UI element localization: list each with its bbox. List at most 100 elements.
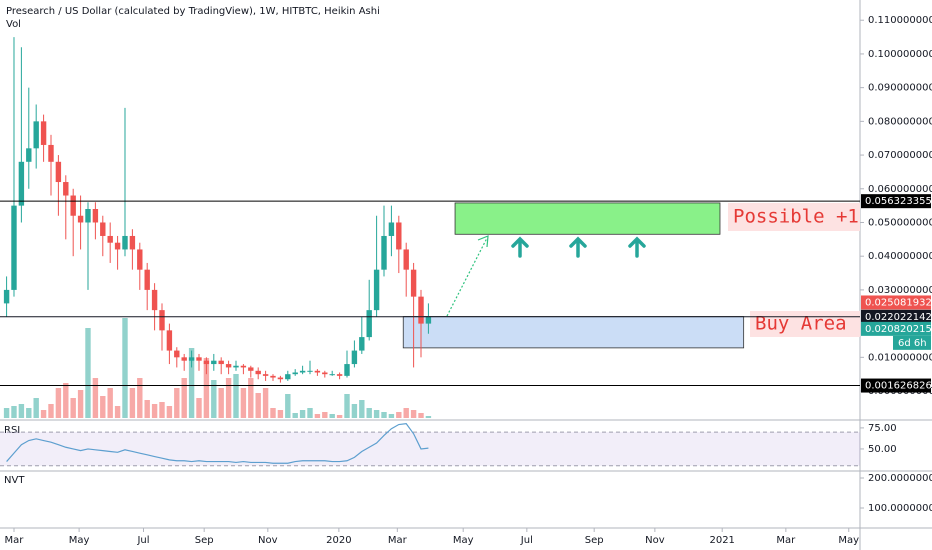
candle-body bbox=[203, 360, 210, 365]
volume-bar bbox=[314, 414, 321, 418]
candle-body bbox=[403, 249, 409, 270]
volume-bar bbox=[396, 412, 402, 418]
annotation-background bbox=[728, 203, 860, 231]
x-tick-label: 2020 bbox=[326, 535, 351, 546]
candle-body bbox=[418, 296, 424, 324]
volume-bar bbox=[181, 378, 187, 418]
volume-bar bbox=[11, 406, 17, 418]
countdown: 6d 6h bbox=[898, 338, 927, 349]
candle-body bbox=[351, 350, 358, 365]
volume-label: Vol bbox=[6, 19, 21, 30]
annotation: Possible +1 bbox=[733, 206, 859, 228]
candle-body bbox=[314, 370, 321, 373]
candle-body bbox=[373, 269, 380, 311]
candle-body bbox=[11, 205, 17, 290]
candle-body bbox=[359, 337, 365, 351]
candle-body bbox=[196, 357, 202, 361]
volume-bar bbox=[188, 348, 195, 418]
candle-body bbox=[151, 289, 158, 311]
candle-body bbox=[336, 374, 343, 376]
candle-body bbox=[425, 316, 432, 324]
volume-bar bbox=[159, 402, 165, 418]
candle-body bbox=[270, 375, 276, 378]
volume-bar bbox=[225, 378, 232, 418]
candle-body bbox=[159, 310, 165, 331]
candle-body bbox=[55, 161, 62, 183]
x-tick-label: May bbox=[453, 535, 474, 546]
volume-bar bbox=[218, 388, 224, 418]
candle-body bbox=[218, 360, 224, 365]
zone bbox=[454, 202, 721, 235]
volume-bar bbox=[329, 414, 335, 418]
x-tick-label: Jul bbox=[136, 535, 149, 546]
candle-body bbox=[322, 372, 328, 375]
volume-bar bbox=[373, 410, 380, 418]
level-label: 0.0250819320 bbox=[865, 297, 932, 308]
x-tick-label: 2021 bbox=[709, 535, 734, 546]
volume-bar bbox=[26, 408, 32, 418]
volume-bar bbox=[114, 406, 121, 418]
volume-bar bbox=[381, 412, 387, 418]
x-tick-label: Mar bbox=[5, 535, 25, 546]
y-tick-label: 100.0000000000 bbox=[868, 503, 932, 514]
volume-bar bbox=[403, 408, 409, 418]
volume-bar bbox=[344, 394, 350, 418]
volume-bar bbox=[100, 396, 106, 418]
rsi-line bbox=[6, 423, 429, 464]
candle-body bbox=[188, 357, 195, 361]
pane-title: RSI bbox=[4, 425, 20, 436]
candle-body bbox=[277, 377, 284, 380]
candle-body bbox=[329, 374, 335, 376]
candle-body bbox=[410, 269, 417, 297]
candle-body bbox=[107, 235, 113, 243]
volume-bar bbox=[151, 404, 158, 418]
volume-bar bbox=[418, 413, 424, 418]
volume-bar bbox=[410, 410, 417, 418]
candle-body bbox=[174, 350, 180, 358]
volume-bar bbox=[33, 398, 39, 418]
volume-bar bbox=[211, 380, 217, 418]
candle-body bbox=[233, 365, 239, 368]
volume-bar bbox=[248, 378, 254, 418]
candle-body bbox=[292, 372, 298, 375]
projection-arrow bbox=[446, 237, 488, 317]
candle-body bbox=[33, 121, 39, 149]
candle-body bbox=[18, 161, 25, 206]
countdown-background bbox=[893, 335, 931, 350]
candle-body bbox=[262, 374, 269, 376]
volume-bar bbox=[240, 388, 247, 418]
volume-bar bbox=[255, 393, 261, 418]
candle-body bbox=[92, 209, 99, 223]
x-tick-label: Sep bbox=[195, 535, 214, 546]
candle-body bbox=[26, 148, 32, 162]
candle-body bbox=[3, 289, 10, 304]
volume-bar bbox=[233, 374, 239, 418]
candle-body bbox=[381, 235, 387, 270]
volume-bar bbox=[277, 410, 284, 418]
volume-bar bbox=[174, 388, 180, 418]
other-panes: Mar May Jul Sep Nov 2020 Mar May Jul Sep Nov 2021 Ma… bbox=[0, 6, 932, 546]
level-label: 0.0563233552 bbox=[865, 196, 932, 207]
x-tick-label: May bbox=[838, 535, 859, 546]
level-label-background bbox=[861, 321, 931, 336]
up-arrow bbox=[511, 236, 529, 258]
volume-bar bbox=[3, 408, 10, 418]
volume-bar bbox=[388, 414, 395, 418]
candle-body bbox=[344, 364, 350, 376]
y-tick-label: 50.00 bbox=[868, 444, 897, 455]
volume-bar bbox=[351, 404, 358, 418]
volume-bar bbox=[262, 388, 269, 418]
volume-bar bbox=[322, 412, 328, 418]
volume-bar bbox=[285, 394, 291, 418]
x-tick-label: Nov bbox=[258, 535, 278, 546]
volume-bar bbox=[292, 413, 298, 418]
x-tick-label: Sep bbox=[585, 535, 604, 546]
